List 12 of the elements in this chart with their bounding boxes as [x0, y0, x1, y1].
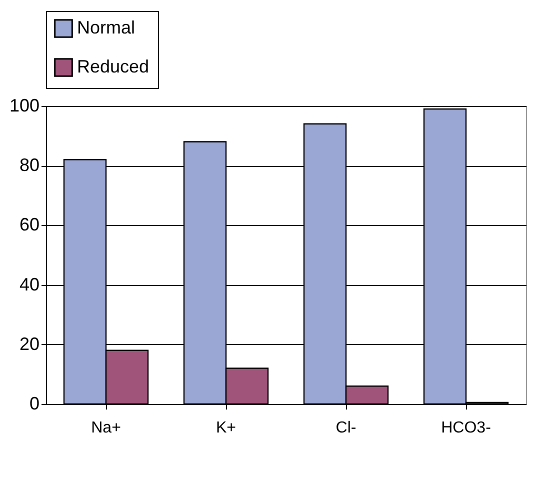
- y-tick-label: 20: [19, 334, 40, 354]
- y-tick-label: 60: [19, 214, 40, 235]
- x-tick-label: Cl-: [336, 420, 356, 436]
- y-tick-label: 100: [9, 96, 40, 116]
- y-tick-label: 40: [19, 274, 40, 294]
- x-tick-label: K+: [216, 420, 236, 436]
- legend-label: Normal: [77, 18, 136, 38]
- x-tick-label: HCO3-: [441, 420, 491, 436]
- y-tick-label: 80: [19, 155, 40, 176]
- legend-label: Reduced: [77, 56, 150, 76]
- y-tick-label: 0: [29, 394, 40, 414]
- x-tick-label: Na+: [91, 420, 121, 436]
